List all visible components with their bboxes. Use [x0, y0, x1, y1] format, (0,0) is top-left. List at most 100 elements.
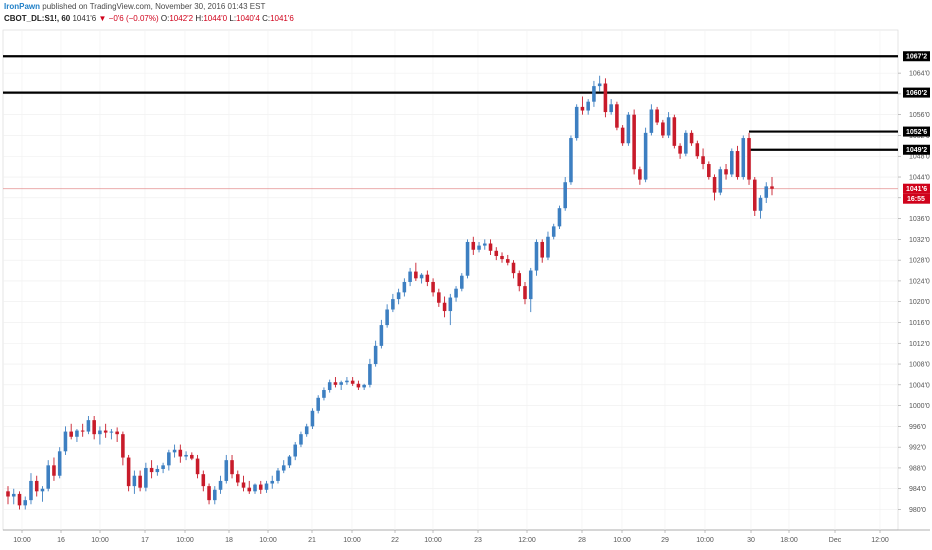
price-tick-label: 1012'0: [909, 341, 930, 348]
candle-body: [534, 241, 539, 271]
candle-body: [678, 145, 682, 154]
chart-header: IronPawn published on TradingView.com, N…: [0, 0, 932, 28]
price-tick-label: 1028'0: [909, 258, 930, 265]
countdown-box: [903, 193, 930, 204]
candle-body: [247, 487, 252, 492]
level-label: 1049'2: [906, 147, 927, 154]
candle-body: [661, 122, 665, 136]
axis-markers: 1067'2 1060'2 1052'6 1049'2 1041'6 16:55: [903, 51, 930, 204]
candle-body: [63, 431, 68, 452]
candle-body: [517, 273, 522, 287]
time-tick-label: 10:00: [613, 537, 631, 544]
candle-body: [437, 292, 441, 303]
candle-body: [615, 104, 619, 128]
candle-body: [626, 114, 631, 144]
candle-body: [299, 434, 303, 445]
candle-body: [258, 484, 263, 490]
candle-body: [224, 460, 229, 481]
candle-body: [213, 489, 217, 501]
candle-body: [379, 325, 384, 346]
candle-body: [356, 383, 361, 388]
candle-body: [707, 164, 711, 178]
candle-body: [241, 482, 246, 488]
candle-body: [649, 109, 654, 133]
author-link[interactable]: IronPawn: [4, 2, 41, 11]
candle-body: [724, 169, 728, 175]
time-tick-label: 30: [747, 537, 755, 544]
candle-body: [149, 467, 154, 473]
candle-body: [80, 430, 85, 432]
candle-body: [310, 410, 315, 427]
candle-body: [569, 138, 573, 183]
price-tick-label: 1024'0: [909, 278, 930, 285]
price-tick-label: 1000'0: [909, 403, 930, 410]
candle-body: [425, 274, 430, 282]
price-tick-label: 992'0: [909, 445, 926, 452]
time-axis[interactable]: 10:00 16 10:00 17 10:00 18 10:00 21 10:00 22 10:00…: [13, 530, 889, 544]
level-label: 1067'2: [906, 54, 927, 61]
candle-body: [29, 480, 33, 501]
candle-body: [121, 434, 125, 458]
symbol-label[interactable]: CBOT_DL:S1!, 60: [4, 14, 71, 23]
price-tick-label: 1064'0: [909, 71, 930, 78]
price-tick-label: 1008'0: [909, 362, 930, 369]
candle-body: [454, 288, 458, 298]
time-tick-label: 28: [578, 537, 586, 544]
candle-body: [505, 259, 510, 263]
candles: [6, 75, 774, 510]
candle-body: [402, 281, 407, 293]
candle-body: [161, 465, 165, 469]
candle-body: [408, 271, 412, 282]
price-tick-label: 1020'0: [909, 299, 930, 306]
candle-body: [339, 382, 343, 385]
candle-body: [155, 468, 160, 473]
candle-body: [735, 151, 740, 178]
time-tick-label: 18: [225, 537, 233, 544]
candle-body: [276, 470, 280, 481]
candle-body: [419, 274, 424, 279]
candle-body: [557, 208, 562, 227]
candle-body: [115, 431, 119, 435]
candle-body: [563, 182, 567, 209]
candle-body: [167, 452, 171, 466]
candle-body: [448, 297, 453, 312]
candle-body: [632, 114, 636, 170]
candle-body: [126, 457, 131, 487]
candle-body: [718, 169, 723, 193]
candle-body: [684, 132, 688, 154]
candle-body: [396, 292, 401, 300]
candle-body: [350, 380, 355, 384]
candle-body: [52, 465, 56, 476]
candle-body: [230, 460, 234, 475]
candle-body: [132, 475, 137, 487]
candle-body: [655, 109, 659, 123]
price-axis[interactable]: 980'0 984'0 988'0 992'0 996'0 1000'0 1004'0 100…: [898, 71, 930, 514]
candle-body: [201, 474, 206, 487]
price-tick-label: 1044'0: [909, 175, 930, 182]
candle-body: [574, 106, 579, 139]
candle-body: [138, 475, 142, 488]
candle-body: [385, 309, 389, 326]
candle-body: [264, 483, 269, 490]
time-tick-label: 10:00: [259, 537, 277, 544]
candle-body: [34, 480, 39, 492]
time-tick-label: 18:00: [780, 537, 798, 544]
candle-body: [253, 484, 257, 492]
candle-body: [730, 151, 734, 175]
candle-body: [218, 480, 223, 490]
candle-body: [322, 390, 326, 398]
candle-body: [6, 491, 10, 497]
candle-body: [488, 243, 493, 251]
price-tick-label: 988'0: [909, 465, 926, 472]
level-label-box: [903, 126, 930, 137]
candle-body: [86, 420, 91, 432]
price-tick-label: 1032'0: [909, 237, 930, 244]
candle-body: [747, 138, 751, 180]
time-tick-label: 21: [308, 537, 316, 544]
candle-body: [414, 271, 418, 279]
candle-body: [592, 86, 596, 102]
open-value: 1042'2: [169, 14, 194, 23]
candle-body: [701, 156, 705, 165]
publish-line: IronPawn published on TradingView.com, N…: [4, 2, 265, 11]
